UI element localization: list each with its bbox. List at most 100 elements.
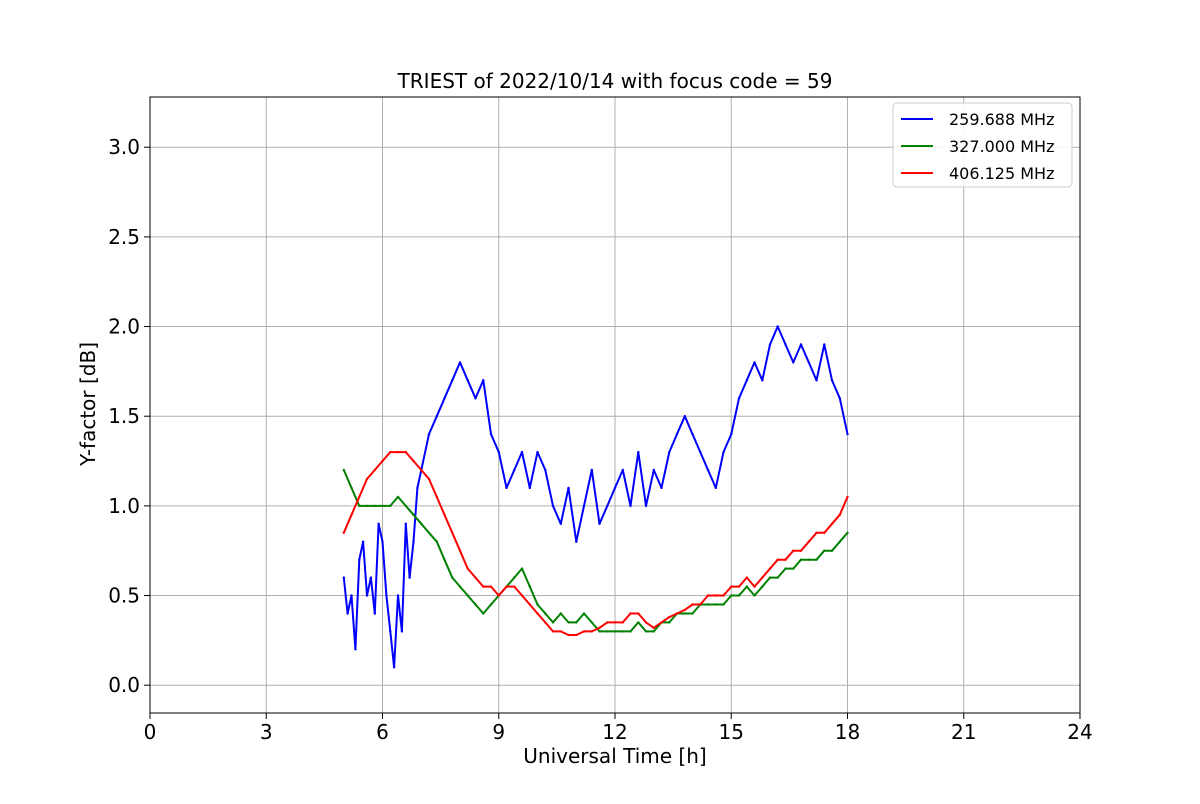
x-tick-label: 0 bbox=[144, 720, 157, 744]
data-point bbox=[544, 612, 547, 615]
data-point bbox=[784, 567, 787, 570]
data-point bbox=[730, 432, 733, 436]
data-point bbox=[381, 459, 384, 463]
data-point bbox=[768, 567, 772, 570]
data-point bbox=[528, 486, 531, 490]
data-point bbox=[629, 504, 632, 508]
data-point bbox=[389, 450, 392, 454]
data-point bbox=[389, 504, 392, 508]
data-point bbox=[660, 486, 663, 490]
x-axis-label: Universal Time [h] bbox=[523, 744, 706, 768]
data-point bbox=[815, 558, 818, 561]
series-2 bbox=[342, 450, 849, 637]
data-point bbox=[427, 531, 431, 534]
data-point bbox=[389, 630, 392, 633]
data-point bbox=[544, 621, 547, 624]
data-point bbox=[637, 612, 640, 615]
y-ticks: 0.0 0.5 1.0 1.5 2.0 2.5 3.0 bbox=[108, 135, 150, 697]
data-point bbox=[730, 594, 733, 597]
data-point bbox=[361, 540, 365, 543]
data-point bbox=[392, 666, 396, 669]
x-ticks: 0 3 6 9 12 15 18 21 24 bbox=[144, 713, 1093, 744]
data-point bbox=[722, 603, 725, 606]
data-point bbox=[621, 630, 624, 633]
y-tick-label: 2.0 bbox=[108, 315, 140, 339]
data-point bbox=[776, 325, 779, 328]
data-point bbox=[482, 612, 485, 615]
data-point bbox=[799, 558, 803, 561]
data-point bbox=[412, 459, 415, 463]
data-point bbox=[497, 450, 500, 454]
data-point bbox=[365, 594, 369, 597]
data-point bbox=[807, 558, 810, 561]
data-point bbox=[637, 621, 640, 624]
data-point bbox=[358, 504, 361, 508]
data-point bbox=[458, 549, 462, 552]
data-point bbox=[792, 549, 795, 552]
data-point bbox=[416, 486, 419, 490]
data-point bbox=[551, 630, 555, 633]
data-point bbox=[451, 576, 454, 579]
x-tick-label: 6 bbox=[376, 720, 389, 744]
data-point bbox=[644, 504, 648, 508]
data-point bbox=[613, 621, 617, 624]
data-point bbox=[792, 361, 795, 364]
data-point bbox=[451, 531, 454, 534]
data-point bbox=[838, 513, 841, 516]
data-point bbox=[435, 540, 438, 543]
x-tick-label: 18 bbox=[835, 720, 860, 744]
data-point bbox=[691, 432, 694, 436]
data-point bbox=[544, 468, 547, 472]
legend-label: 259.688 MHz bbox=[949, 110, 1054, 129]
data-point bbox=[404, 504, 407, 508]
data-point bbox=[768, 343, 772, 346]
y-tick-label: 2.5 bbox=[108, 225, 140, 249]
data-point bbox=[590, 630, 593, 633]
data-point bbox=[606, 621, 609, 624]
chart-title: TRIEST of 2022/10/14 with focus code = 5… bbox=[397, 69, 833, 93]
data-point bbox=[528, 585, 531, 588]
x-tick-label: 9 bbox=[492, 720, 505, 744]
data-point bbox=[830, 549, 834, 552]
data-point bbox=[722, 594, 725, 597]
data-point bbox=[776, 576, 779, 579]
data-point bbox=[358, 495, 361, 499]
data-point bbox=[489, 603, 493, 606]
data-point bbox=[551, 621, 555, 624]
data-point bbox=[567, 621, 570, 624]
data-point bbox=[799, 549, 803, 552]
data-point bbox=[482, 379, 485, 382]
data-point bbox=[559, 612, 562, 615]
data-point bbox=[675, 612, 679, 615]
y-tick-label: 1.5 bbox=[108, 404, 140, 428]
data-point bbox=[606, 504, 609, 508]
series-group bbox=[342, 325, 849, 669]
data-point bbox=[838, 540, 841, 543]
data-point bbox=[497, 594, 500, 597]
data-point bbox=[776, 558, 779, 561]
data-point bbox=[737, 594, 741, 597]
data-point bbox=[668, 615, 671, 619]
data-point bbox=[505, 486, 508, 490]
data-point bbox=[404, 450, 407, 454]
data-point bbox=[365, 477, 369, 481]
data-point bbox=[613, 630, 617, 633]
data-point bbox=[420, 468, 423, 472]
data-point bbox=[737, 585, 741, 588]
data-point bbox=[699, 450, 702, 454]
data-point bbox=[683, 415, 686, 418]
data-point bbox=[536, 612, 539, 615]
data-point bbox=[466, 567, 469, 570]
data-point bbox=[451, 379, 454, 382]
data-point bbox=[350, 513, 353, 516]
y-tick-label: 0.0 bbox=[108, 673, 140, 697]
data-point bbox=[815, 531, 818, 534]
data-point bbox=[683, 612, 686, 615]
x-tick-label: 21 bbox=[951, 720, 976, 744]
data-point bbox=[621, 468, 624, 472]
data-point bbox=[567, 633, 570, 637]
data-point bbox=[427, 432, 431, 436]
data-point bbox=[644, 621, 648, 624]
data-point bbox=[536, 603, 539, 606]
data-point bbox=[823, 531, 826, 534]
